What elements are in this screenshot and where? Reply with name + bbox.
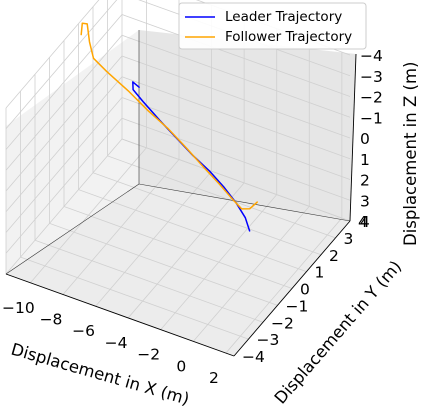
legend-label-leader: Leader Trajectory — [225, 9, 342, 25]
legend-label-follower: Follower Trajectory — [225, 29, 352, 45]
z-tick-label: −3 — [360, 68, 383, 86]
x-tick-label: 2 — [209, 369, 219, 387]
x-axis-line — [5, 273, 235, 357]
x-axis-label: Displacement in X (m) — [9, 340, 192, 409]
x-tick-label: −10 — [2, 299, 35, 317]
z-tick-label: 3 — [360, 192, 370, 210]
z-tick-label: 1 — [360, 151, 370, 169]
y-tick-label: 0 — [300, 281, 310, 299]
y-tick-label: 3 — [344, 230, 354, 248]
pane-edges — [5, 30, 351, 275]
x-tick-label: −4 — [105, 334, 128, 352]
grid-line-z — [5, 34, 351, 171]
z-tick-label: −1 — [360, 109, 383, 127]
grid-line-z — [5, 14, 351, 150]
x-tick-label: 0 — [176, 357, 186, 375]
back-pane-x — [139, 30, 356, 221]
z-tick-label: 4 — [360, 213, 370, 231]
grid-line-z — [5, 97, 351, 233]
y-tick-label: −1 — [286, 297, 309, 315]
grid-line-z — [5, 55, 351, 192]
grid-line-z — [5, 76, 351, 213]
legend-box — [178, 2, 367, 50]
grid-line-z — [5, 138, 351, 275]
y-tick-label: 4 — [358, 213, 368, 231]
series-lines — [80, 22, 258, 232]
axis-lines — [5, 53, 357, 357]
back-pane-y — [6, 30, 139, 274]
y-tick-label: 2 — [329, 247, 339, 265]
z-tick-label: −2 — [360, 89, 383, 107]
z-tick-label: 2 — [360, 172, 370, 190]
x-tick-label: −8 — [40, 311, 63, 329]
x-tick-label: −6 — [72, 322, 95, 340]
series-line-follower — [80, 22, 258, 210]
y-tick-label: −3 — [257, 331, 280, 349]
z-axis-label: Displacement in Z (m) — [401, 62, 420, 246]
y-tick-label: −2 — [271, 314, 294, 332]
legend: Leader Trajectory Follower Trajectory — [178, 2, 367, 50]
z-tick-labels: −4 −3 −2 −1 0 1 2 3 4 — [360, 47, 383, 231]
y-axis-line — [233, 220, 351, 357]
y-tick-label: −4 — [242, 348, 265, 366]
z-tick-label: 0 — [360, 130, 370, 148]
x-tick-label: −2 — [137, 346, 160, 364]
y-tick-label: 1 — [315, 264, 325, 282]
grid-line-z — [5, 117, 351, 254]
x-tick-labels: −10 −8 −6 −4 −2 0 2 — [2, 299, 219, 387]
z-tick-label: −4 — [360, 47, 383, 65]
z-axis-line — [349, 53, 357, 222]
